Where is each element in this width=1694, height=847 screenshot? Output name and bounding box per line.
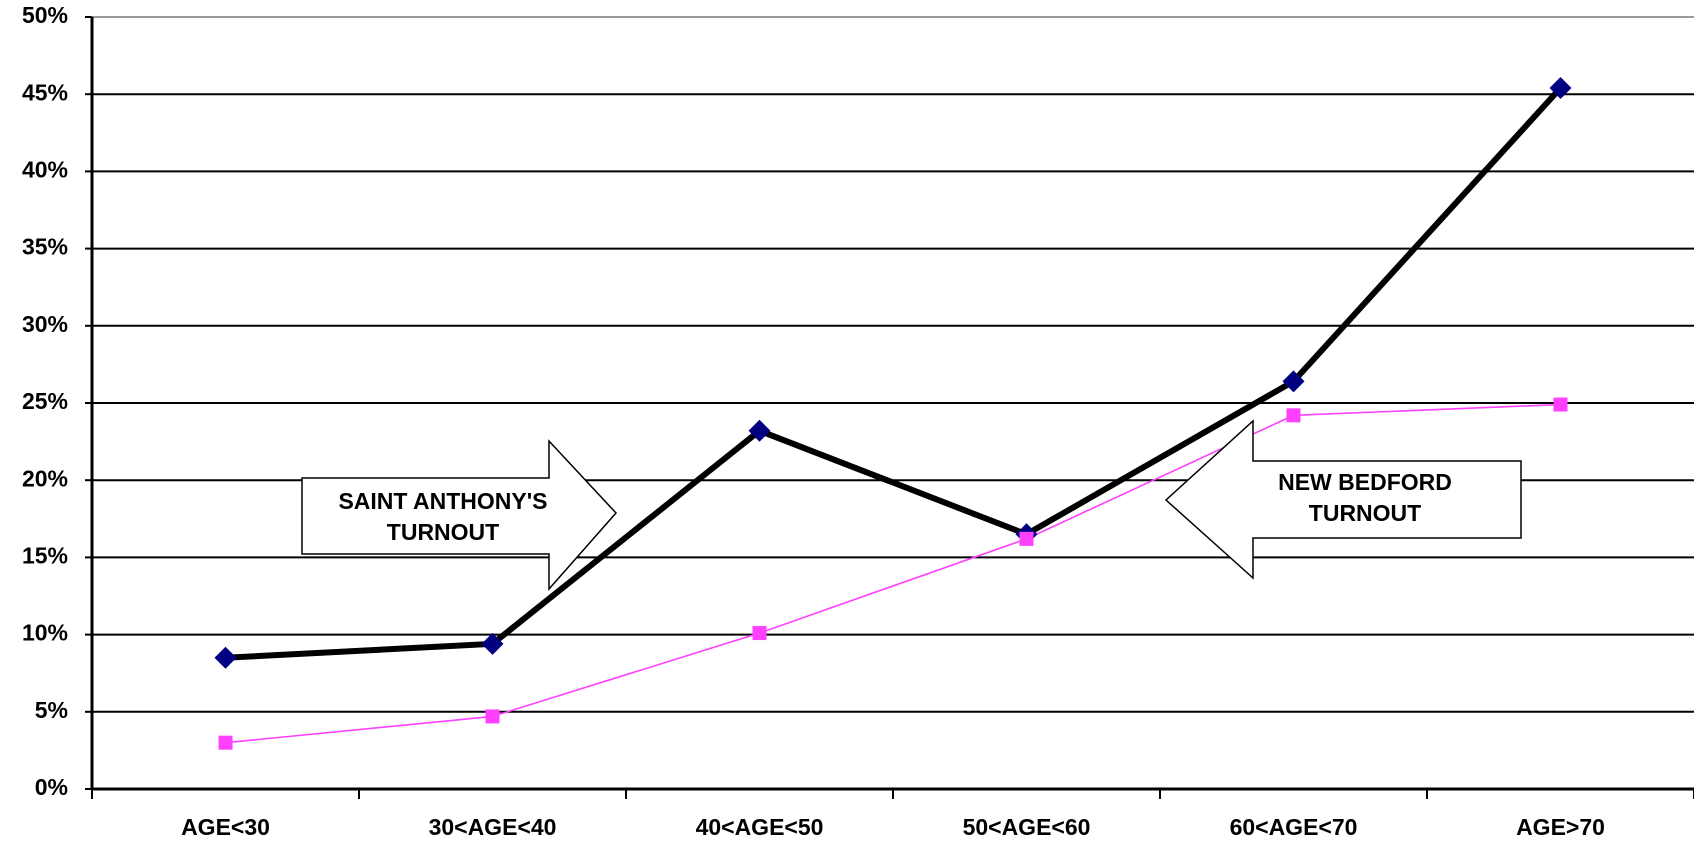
- x-tick-label: AGE<30: [181, 814, 270, 840]
- callout-arrow: [301, 439, 618, 591]
- annotation: TURNOUT: [387, 519, 499, 545]
- y-tick-label: 50%: [22, 2, 68, 28]
- series-line: [225, 86, 1563, 661]
- data-point: [485, 709, 500, 724]
- series-line: [225, 403, 1561, 744]
- annotation: SAINT ANTHONY'S: [338, 488, 547, 514]
- data-point: [1549, 77, 1572, 100]
- y-tick-label: 5%: [35, 697, 68, 723]
- y-tick-label: 30%: [22, 311, 68, 337]
- data-point: [1019, 531, 1034, 546]
- y-tick-label: 35%: [22, 234, 68, 260]
- y-tick-label: 40%: [22, 156, 68, 182]
- data-point: [218, 735, 233, 750]
- data-point: [1282, 370, 1305, 393]
- data-point: [748, 419, 771, 442]
- y-tick-label: 20%: [22, 465, 68, 491]
- x-tick-label: AGE>70: [1516, 814, 1605, 840]
- x-tick-label: 60<AGE<70: [1230, 814, 1358, 840]
- y-tick-label: 15%: [22, 542, 68, 568]
- data-point: [1286, 408, 1301, 423]
- callout-arrow: [1164, 419, 1522, 580]
- x-tick-label: 40<AGE<50: [696, 814, 824, 840]
- y-tick-label: 45%: [22, 79, 68, 105]
- y-tick-label: 10%: [22, 620, 68, 646]
- x-tick-label: 50<AGE<60: [963, 814, 1091, 840]
- y-tick-label: 25%: [22, 388, 68, 414]
- y-tick-label: 0%: [35, 774, 68, 800]
- annotation: NEW BEDFORD: [1278, 469, 1452, 495]
- data-point: [214, 646, 237, 669]
- x-tick-label: 30<AGE<40: [429, 814, 557, 840]
- annotation: TURNOUT: [1309, 500, 1421, 526]
- data-point: [752, 626, 767, 641]
- data-point: [1553, 397, 1568, 412]
- data-point: [481, 632, 504, 655]
